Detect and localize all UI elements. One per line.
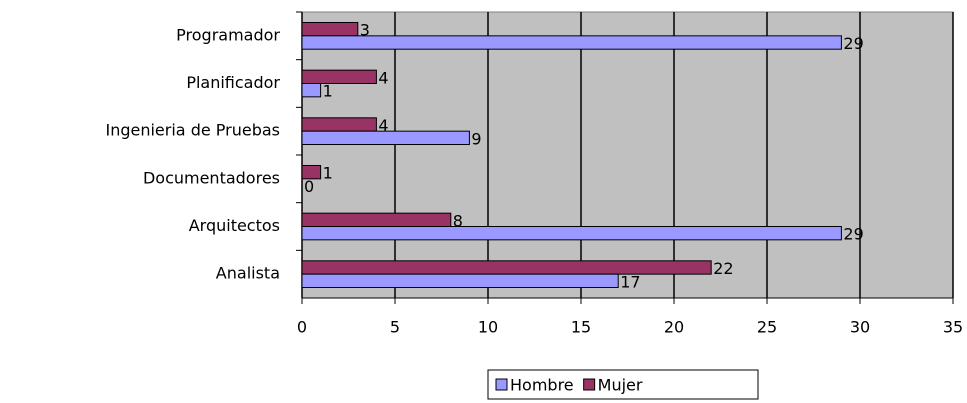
- x-tick-label: 5: [390, 318, 400, 337]
- x-tick-label: 20: [664, 318, 684, 337]
- plot-area: [301, 11, 954, 299]
- data-label: 9: [471, 129, 481, 148]
- bar: [301, 212, 452, 228]
- y-tick-label: Arquitectos: [189, 216, 280, 235]
- bar: [301, 35, 842, 50]
- x-tick-label: 15: [571, 318, 591, 337]
- data-label: 1: [323, 164, 333, 183]
- x-tick-label: 10: [478, 318, 498, 337]
- bar: [301, 164, 322, 180]
- data-label: 4: [378, 116, 388, 135]
- bar: [301, 273, 619, 289]
- legend-swatch: [583, 378, 596, 391]
- data-label: 1: [323, 82, 333, 101]
- bar: [301, 117, 377, 132]
- bar: [301, 226, 842, 241]
- x-tick-label: 30: [850, 318, 870, 337]
- x-tick-label: 35: [943, 318, 963, 337]
- y-tick-label: Documentadores: [143, 168, 280, 187]
- data-label: 22: [713, 259, 733, 278]
- x-tick-label: 0: [297, 318, 307, 337]
- bar: [301, 69, 377, 85]
- bar: [301, 130, 470, 146]
- y-tick-label: Programador: [176, 25, 280, 44]
- bar: [301, 83, 322, 98]
- y-tick-label: Analista: [216, 264, 280, 283]
- legend-label: Hombre: [510, 376, 574, 395]
- legend-swatch: [495, 378, 508, 391]
- data-label: 8: [453, 211, 463, 230]
- y-tick-label: Ingenieria de Pruebas: [105, 121, 280, 140]
- data-label: 0: [304, 177, 314, 196]
- data-label: 29: [843, 225, 863, 244]
- data-label: 29: [843, 34, 863, 53]
- bar: [301, 260, 712, 275]
- data-label: 3: [360, 21, 370, 40]
- bar: [301, 21, 359, 37]
- legend-label: Mujer: [598, 376, 643, 395]
- y-tick-label: Planificador: [186, 73, 280, 92]
- x-tick-label: 25: [757, 318, 777, 337]
- data-label: 17: [620, 272, 640, 291]
- data-label: 4: [378, 68, 388, 87]
- legend-box: [487, 369, 759, 400]
